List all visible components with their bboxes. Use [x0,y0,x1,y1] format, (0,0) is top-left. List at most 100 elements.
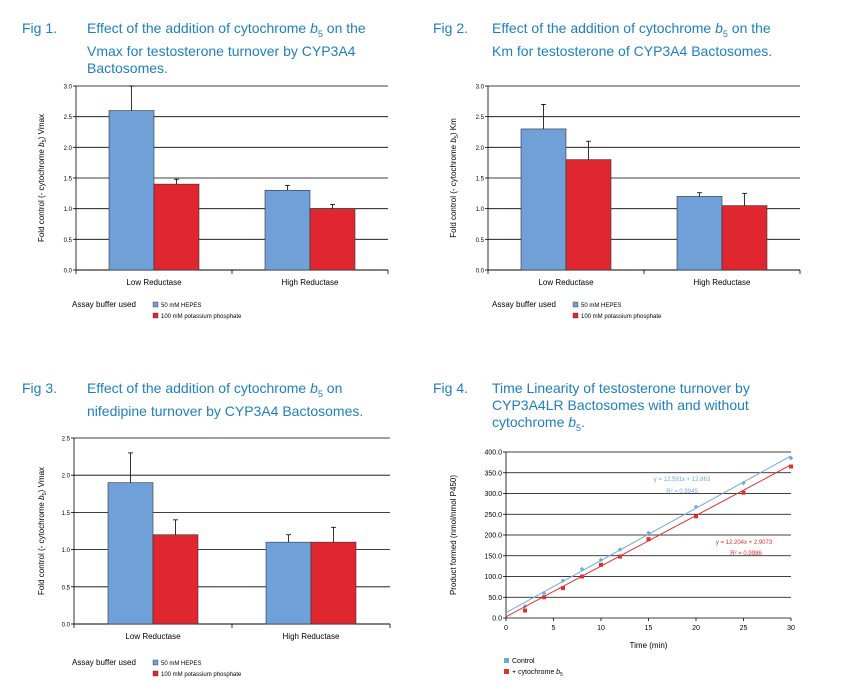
legend-swatch [572,312,579,319]
category-label: High Reductase [282,278,339,287]
fig1-title: Effect of the addition of cytochrome b5 … [87,20,417,77]
fig1-title-line2: Vmax for testosterone turnover by CYP3A4 [87,42,356,59]
legend-swatch [152,301,159,308]
bar [108,110,155,271]
fig4-title: Time Linearity of testosterone turnover … [492,380,822,437]
fig2-title: Effect of the addition of cytochrome b5 … [492,20,822,60]
y-axis-label: Fold control (- cytochrome b5) Km [449,118,460,238]
fig2-title-line2: Km for testosterone of CYP3A4 Bactosomes… [492,42,773,59]
fig4-title-line3: cytochrome b5. [492,414,585,433]
bar [309,208,356,271]
legend-label: Control [512,658,535,665]
data-point [542,595,546,600]
fig3-chart: 0.0 0.5 1.0 1.5 2.0 2.5 Low Reductase High Redu… [37,437,391,678]
y-tick-label: 250.0 [484,512,502,519]
y-tick-label: 2.5 [62,437,71,443]
x-tick-label: 0 [504,625,508,632]
data-point [789,464,793,469]
x-tick-label: 30 [787,625,795,632]
legend-swatch [504,658,509,663]
fig1-title-line3: Bactosomes. [87,59,168,76]
data-point [741,490,746,495]
y-tick-label: 0.5 [62,585,71,591]
equation-control: y = 12.591x + 12.863 [654,477,711,483]
legend-label: 100 mM potassium phosphate [161,314,242,320]
legend-label: 50 mM HEPES [161,303,201,309]
y-tick-label: 3.0 [64,85,73,91]
y-tick-label: 1.0 [64,207,73,213]
y-tick-label: 0.0 [492,616,502,623]
fig1-title-line1: Effect of the addition of cytochrome b5 … [87,20,366,39]
fig4-number: Fig 4. [433,380,469,396]
data-point [560,578,566,583]
legend-swatch [504,669,509,674]
y-tick-label: 2.5 [476,115,485,121]
y-tick-label: 50.0 [488,595,502,602]
bar [565,159,612,271]
y-axis-label: Product formed (nmol/nmol P450) [449,475,458,595]
y-tick-label: 0.0 [64,269,73,275]
bar [153,183,200,271]
fig3-number: Fig 3. [22,380,58,396]
y-tick-label: 2.5 [64,115,73,121]
fig3-title: Effect of the addition of cytochrome b5 … [87,380,417,420]
y-tick-label: 350.0 [484,470,502,477]
category-label: Low Reductase [126,278,182,287]
fig1-number: Fig 1. [22,20,58,36]
y-axis-label: Fold control (- cytochrome b5) Vmax [37,467,48,595]
legend-label: + cytochrome b5 [512,669,563,678]
legend-label: 100 mM potassium phosphate [581,314,662,320]
data-point [580,574,584,579]
y-tick-label: 2.0 [64,146,73,152]
fig1-chart: 0.0 0.5 1.0 1.5 2.0 2.5 3.0 Low Reductase High R… [37,85,389,320]
y-tick-label: 0.0 [476,269,485,275]
fig2-title-line1: Effect of the addition of cytochrome b5 … [492,20,771,39]
legend-label: 100 mM potassium phosphate [161,672,242,678]
category-label: Low Reductase [538,278,594,287]
data-point [788,456,794,461]
legend-label: 50 mM HEPES [581,303,621,309]
y-tick-label: 2.0 [476,146,485,152]
legend-title: Assay buffer used [72,300,136,309]
data-point [741,480,746,486]
y-tick-label: 0.0 [62,623,71,629]
category-label: High Reductase [694,278,751,287]
bar [676,196,723,271]
bar [107,482,154,625]
y-tick-label: 150.0 [484,553,502,560]
y-tick-label: 300.0 [484,491,502,498]
legend-swatch [572,301,579,308]
bar [265,541,312,625]
legend-swatch [152,670,159,677]
legend-title: Assay buffer used [72,658,136,667]
data-point [693,504,699,509]
y-tick-label: 0.5 [64,238,73,244]
y-tick-label: 1.5 [64,177,73,183]
data-point [561,586,565,591]
data-point [541,590,547,596]
data-point [598,557,604,563]
y-tick-label: 1.5 [62,511,71,517]
legend-title: Assay buffer used [492,300,556,309]
fig4-chart: 0.0 50.0 100.0 150.0 200.0 250.0 300.0 350.0 400… [449,450,795,679]
r2-b5: R² = 0.9986 [730,551,762,557]
data-point [646,537,651,542]
fig2-number: Fig 2. [433,20,469,36]
category-label: High Reductase [283,632,340,641]
bar [721,205,768,271]
y-tick-label: 0.5 [476,238,485,244]
y-tick-label: 1.0 [476,207,485,213]
y-tick-label: 2.0 [62,474,71,480]
fig2-chart: 0.0 0.5 1.0 1.5 2.0 2.5 3.0 Low Reductase High R… [449,85,801,320]
data-point [599,562,603,567]
bar [264,189,311,271]
y-axis-label: Fold control (- cytochrome b5) Vmax [37,114,48,242]
equation-b5: y = 12.204x + 2.9073 [716,540,773,546]
legend-label: 50 mM HEPES [161,661,201,667]
y-tick-label: 200.0 [484,533,502,540]
category-label: Low Reductase [125,632,181,641]
bar [152,534,199,625]
y-tick-label: 400.0 [484,450,502,457]
data-point [579,566,585,572]
x-tick-label: 10 [597,625,605,632]
